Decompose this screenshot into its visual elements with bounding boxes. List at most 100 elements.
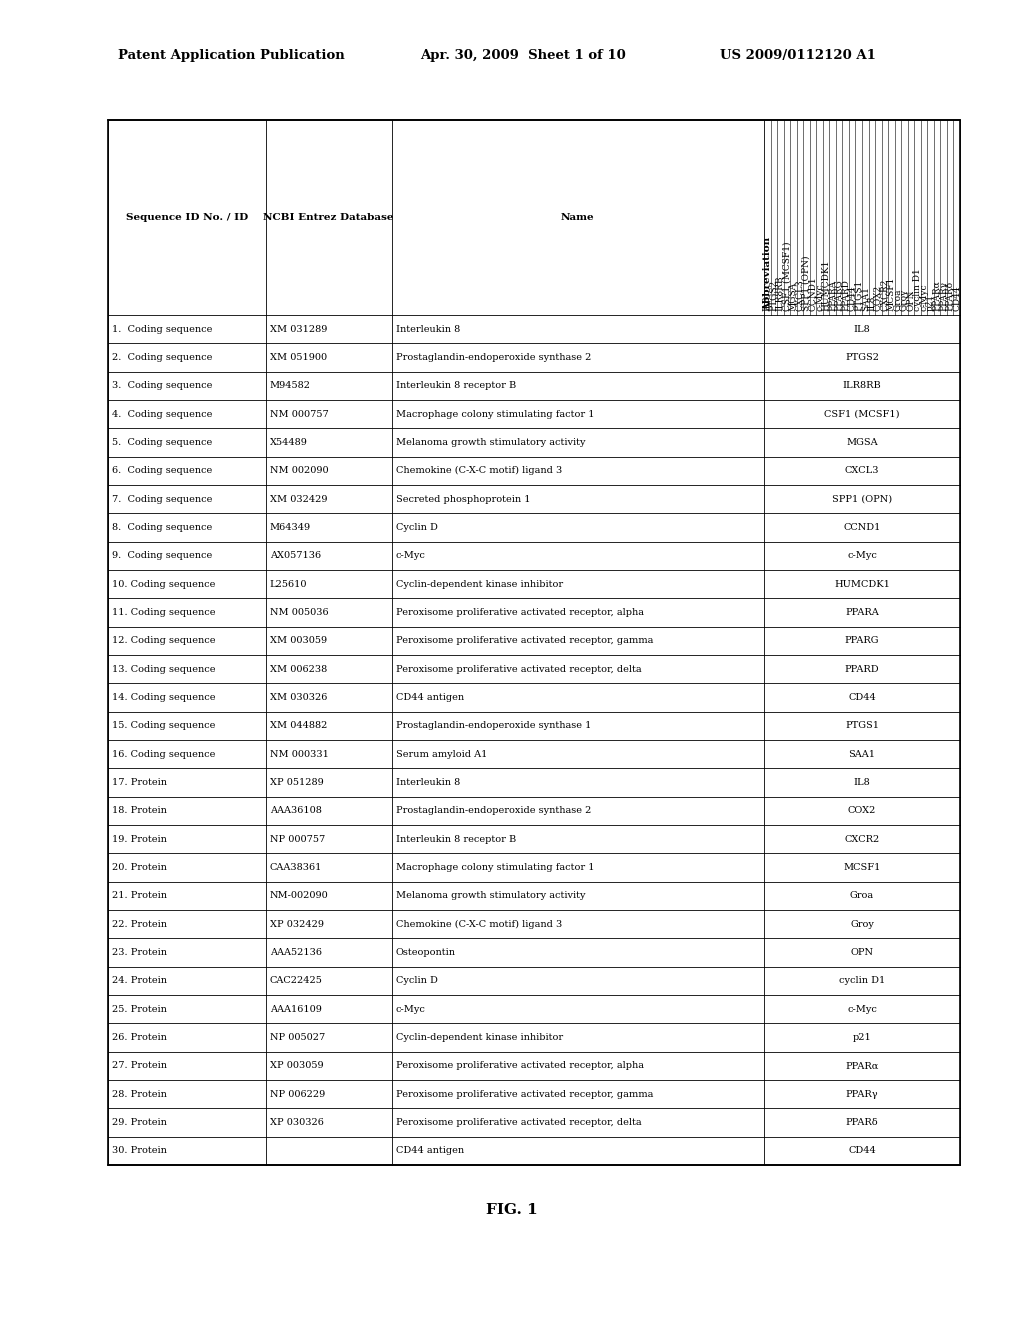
Text: ILR8RB: ILR8RB bbox=[843, 381, 882, 391]
Text: Cyclin-dependent kinase inhibitor: Cyclin-dependent kinase inhibitor bbox=[395, 579, 563, 589]
Text: XP 051289: XP 051289 bbox=[269, 777, 324, 787]
Text: FIG. 1: FIG. 1 bbox=[486, 1203, 538, 1217]
Text: 28. Protein: 28. Protein bbox=[112, 1090, 167, 1098]
Text: PTGS1: PTGS1 bbox=[854, 280, 863, 312]
Text: Peroxisome proliferative activated receptor, delta: Peroxisome proliferative activated recep… bbox=[395, 1118, 641, 1127]
Text: 18. Protein: 18. Protein bbox=[112, 807, 167, 816]
Text: 20. Protein: 20. Protein bbox=[112, 863, 167, 873]
Text: X54489: X54489 bbox=[269, 438, 307, 447]
Text: 12. Coding sequence: 12. Coding sequence bbox=[112, 636, 215, 645]
Text: 5.  Coding sequence: 5. Coding sequence bbox=[112, 438, 212, 447]
Text: 13. Coding sequence: 13. Coding sequence bbox=[112, 665, 215, 673]
Text: Interleukin 8 receptor B: Interleukin 8 receptor B bbox=[395, 834, 516, 843]
Text: Chemokine (C-X-C motif) ligand 3: Chemokine (C-X-C motif) ligand 3 bbox=[395, 466, 562, 475]
Text: 4.  Coding sequence: 4. Coding sequence bbox=[112, 409, 212, 418]
Text: IL8: IL8 bbox=[854, 777, 870, 787]
Text: Groa: Groa bbox=[850, 891, 874, 900]
Text: Prostaglandin-endoperoxide synthase 2: Prostaglandin-endoperoxide synthase 2 bbox=[395, 807, 591, 816]
Text: SAA1: SAA1 bbox=[861, 286, 869, 312]
Text: PTGS2: PTGS2 bbox=[769, 280, 778, 312]
Text: PPARD: PPARD bbox=[841, 279, 850, 312]
Text: COX2: COX2 bbox=[873, 285, 883, 312]
Text: PPARγ: PPARγ bbox=[846, 1090, 879, 1098]
Text: XM 051900: XM 051900 bbox=[269, 352, 327, 362]
Text: PPARδ: PPARδ bbox=[846, 1118, 879, 1127]
Text: Peroxisome proliferative activated receptor, gamma: Peroxisome proliferative activated recep… bbox=[395, 1090, 653, 1098]
Text: Groy: Groy bbox=[900, 289, 909, 312]
Text: SPP1 (OPN): SPP1 (OPN) bbox=[802, 256, 811, 312]
Text: PPARG: PPARG bbox=[835, 279, 844, 312]
Text: PPARα: PPARα bbox=[933, 280, 942, 312]
Text: OPN: OPN bbox=[851, 948, 873, 957]
Text: Abbreviation: Abbreviation bbox=[763, 236, 772, 312]
Text: AAA36108: AAA36108 bbox=[269, 807, 322, 816]
Text: 3.  Coding sequence: 3. Coding sequence bbox=[112, 381, 212, 391]
Text: Prostaglandin-endoperoxide synthase 2: Prostaglandin-endoperoxide synthase 2 bbox=[395, 352, 591, 362]
Text: CAA38361: CAA38361 bbox=[269, 863, 322, 873]
Text: SAA1: SAA1 bbox=[849, 750, 876, 759]
Text: 25. Protein: 25. Protein bbox=[112, 1005, 167, 1014]
Text: 11. Coding sequence: 11. Coding sequence bbox=[112, 609, 215, 616]
Text: 14. Coding sequence: 14. Coding sequence bbox=[112, 693, 215, 702]
Text: L25610: L25610 bbox=[269, 579, 307, 589]
Text: 6.  Coding sequence: 6. Coding sequence bbox=[112, 466, 212, 475]
Text: Serum amyloid A1: Serum amyloid A1 bbox=[395, 750, 487, 759]
Text: AAA16109: AAA16109 bbox=[269, 1005, 322, 1014]
Text: Chemokine (C-X-C motif) ligand 3: Chemokine (C-X-C motif) ligand 3 bbox=[395, 920, 562, 929]
Text: CD44: CD44 bbox=[952, 285, 962, 312]
Text: XM 006238: XM 006238 bbox=[269, 665, 327, 673]
Text: CXCL3: CXCL3 bbox=[796, 280, 805, 312]
Text: PTGS2: PTGS2 bbox=[845, 352, 879, 362]
Text: 9.  Coding sequence: 9. Coding sequence bbox=[112, 552, 212, 560]
Text: CCND1: CCND1 bbox=[844, 523, 881, 532]
Text: Groa: Groa bbox=[894, 289, 902, 312]
Text: CD44: CD44 bbox=[848, 693, 876, 702]
Text: CD44: CD44 bbox=[848, 285, 857, 312]
Text: p21: p21 bbox=[926, 294, 935, 312]
Text: Groy: Groy bbox=[850, 920, 873, 929]
Text: Macrophage colony stimulating factor 1: Macrophage colony stimulating factor 1 bbox=[395, 863, 594, 873]
Text: NM 005036: NM 005036 bbox=[269, 609, 329, 616]
Text: Macrophage colony stimulating factor 1: Macrophage colony stimulating factor 1 bbox=[395, 409, 594, 418]
Text: M94582: M94582 bbox=[269, 381, 310, 391]
Text: 17. Protein: 17. Protein bbox=[112, 777, 167, 787]
Text: PPARA: PPARA bbox=[845, 609, 879, 616]
Text: Melanoma growth stimulatory activity: Melanoma growth stimulatory activity bbox=[395, 438, 586, 447]
Text: Secreted phosphoprotein 1: Secreted phosphoprotein 1 bbox=[395, 495, 530, 504]
Text: c-Myc: c-Myc bbox=[847, 1005, 877, 1014]
Text: c-Myc: c-Myc bbox=[395, 1005, 426, 1014]
Text: HUMCDK1: HUMCDK1 bbox=[835, 579, 890, 589]
Text: Peroxisome proliferative activated receptor, alpha: Peroxisome proliferative activated recep… bbox=[395, 1061, 644, 1071]
Text: c-Myc: c-Myc bbox=[920, 284, 929, 312]
Text: AAA52136: AAA52136 bbox=[269, 948, 322, 957]
Text: CXCR2: CXCR2 bbox=[845, 834, 880, 843]
Text: ILR8RB: ILR8RB bbox=[776, 276, 784, 312]
Text: Peroxisome proliferative activated receptor, alpha: Peroxisome proliferative activated recep… bbox=[395, 609, 644, 616]
Text: XM 044882: XM 044882 bbox=[269, 721, 327, 730]
Text: NM 000757: NM 000757 bbox=[269, 409, 329, 418]
Text: SPP1 (OPN): SPP1 (OPN) bbox=[831, 495, 892, 504]
Text: NP 000757: NP 000757 bbox=[269, 834, 325, 843]
Text: M64349: M64349 bbox=[269, 523, 310, 532]
Text: Cyclin-dependent kinase inhibitor: Cyclin-dependent kinase inhibitor bbox=[395, 1034, 563, 1041]
Text: 22. Protein: 22. Protein bbox=[112, 920, 167, 929]
Text: 8.  Coding sequence: 8. Coding sequence bbox=[112, 523, 212, 532]
Text: OPN: OPN bbox=[906, 289, 915, 312]
Text: Peroxisome proliferative activated receptor, gamma: Peroxisome proliferative activated recep… bbox=[395, 636, 653, 645]
Text: 16. Coding sequence: 16. Coding sequence bbox=[112, 750, 215, 759]
Text: 29. Protein: 29. Protein bbox=[112, 1118, 167, 1127]
Text: Apr. 30, 2009  Sheet 1 of 10: Apr. 30, 2009 Sheet 1 of 10 bbox=[420, 49, 626, 62]
Text: Cyclin D: Cyclin D bbox=[395, 977, 437, 985]
Text: 1.  Coding sequence: 1. Coding sequence bbox=[112, 325, 212, 334]
Text: NP 006229: NP 006229 bbox=[269, 1090, 325, 1098]
Text: NM 002090: NM 002090 bbox=[269, 466, 329, 475]
Text: PPARγ: PPARγ bbox=[939, 281, 948, 312]
Text: NP 005027: NP 005027 bbox=[269, 1034, 325, 1041]
Text: cyclin D1: cyclin D1 bbox=[913, 268, 922, 312]
Text: XP 032429: XP 032429 bbox=[269, 920, 324, 929]
Text: Cyclin D: Cyclin D bbox=[395, 523, 437, 532]
Text: NM 000331: NM 000331 bbox=[269, 750, 329, 759]
Text: Melanoma growth stimulatory activity: Melanoma growth stimulatory activity bbox=[395, 891, 586, 900]
Text: 23. Protein: 23. Protein bbox=[112, 948, 167, 957]
Text: Osteopontin: Osteopontin bbox=[395, 948, 456, 957]
